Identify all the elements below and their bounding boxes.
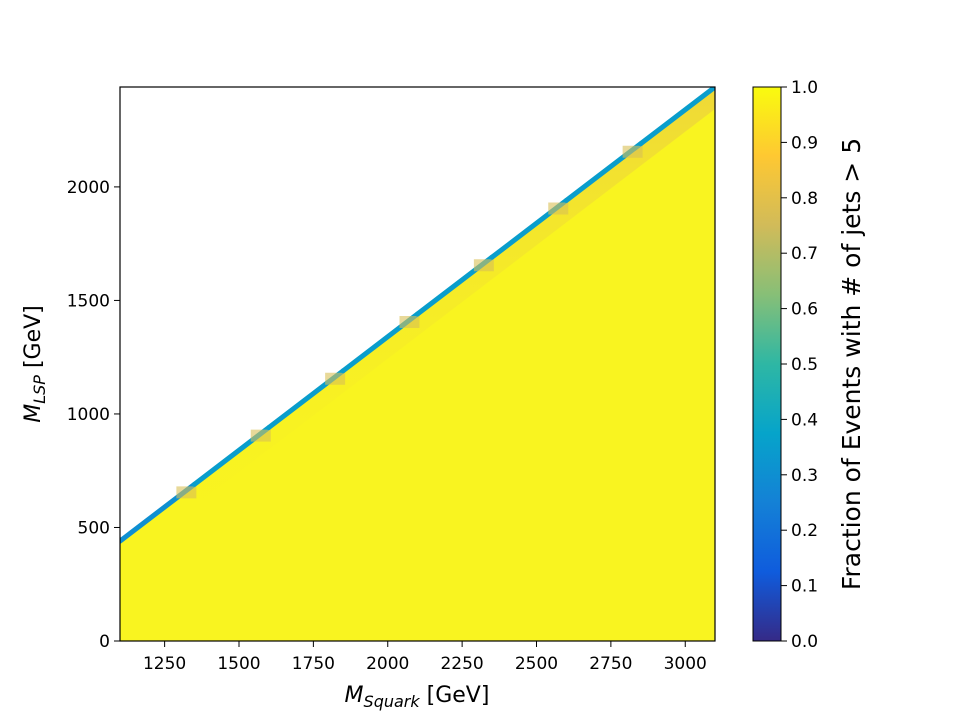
colorbar-tick-label: 0.0	[791, 632, 818, 652]
colorbar-tick-label: 0.3	[791, 466, 818, 486]
y-tick-label: 1500	[67, 291, 110, 311]
colorbar-tick-label: 0.2	[791, 521, 818, 541]
boundary-step	[548, 202, 569, 215]
boundary-step	[622, 145, 643, 158]
x-tick-label: 2000	[366, 654, 409, 674]
y-axis-ticks: 0 500 1000 1500 2000	[67, 178, 120, 652]
colorbar-ticks: 0.0 0.1 0.2 0.3 0.4 0.5 0.6 0.7 0.8 0.9 1.0	[781, 78, 818, 652]
colorbar-tick-label: 0.7	[791, 244, 818, 264]
boundary-segment	[638, 87, 715, 147]
x-axis-label: MSquark [GeV]	[345, 683, 490, 711]
x-tick-label: 2250	[440, 654, 483, 674]
boundary-step	[473, 259, 494, 272]
colorbar-tick-label: 0.4	[791, 410, 818, 430]
colorbar-tick-label: 0.8	[791, 189, 818, 209]
colorbar-tick-label: 0.1	[791, 577, 818, 597]
colorbar-tick-label: 0.6	[791, 300, 818, 320]
colorbar-label: Fraction of Events with # of jets > 5	[837, 138, 866, 590]
boundary-step	[325, 372, 346, 385]
heatmap-fill	[120, 87, 715, 641]
y-tick-label: 2000	[67, 178, 110, 198]
boundary-step	[250, 429, 271, 442]
y-tick-label: 1000	[67, 405, 110, 425]
boundary-step	[176, 486, 197, 499]
axes-frame	[119, 86, 716, 642]
x-tick-label: 2750	[589, 654, 632, 674]
x-tick-label: 1500	[217, 654, 260, 674]
x-axis-ticks: 1250 1500 1750 2000 2250 2500 2750 3000	[143, 641, 707, 674]
x-tick-label: 3000	[664, 654, 707, 674]
y-tick-label: 500	[78, 518, 110, 538]
colorbar-tick-label: 1.0	[791, 78, 818, 98]
y-tick-label: 0	[99, 632, 110, 652]
y-axis-label: MLSP [GeV]	[21, 305, 49, 423]
x-tick-label: 1750	[292, 654, 335, 674]
x-tick-label: 1250	[143, 654, 186, 674]
x-tick-label: 2500	[515, 654, 558, 674]
colorbar-tick-label: 0.9	[791, 133, 818, 153]
colorbar-tick-label: 0.5	[791, 355, 818, 375]
heatmap-layer	[120, 87, 715, 641]
colorbar	[752, 86, 782, 642]
boundary-step	[399, 316, 420, 329]
